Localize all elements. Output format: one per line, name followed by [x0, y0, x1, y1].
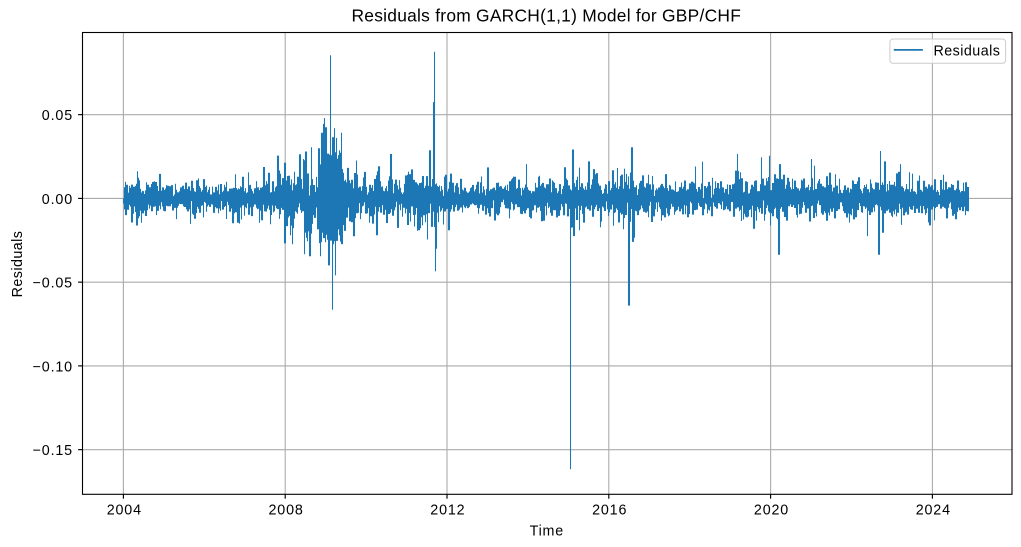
svg-text:Time: Time — [530, 523, 564, 539]
svg-text:2016: 2016 — [592, 503, 627, 519]
svg-text:2024: 2024 — [916, 503, 951, 519]
svg-text:2020: 2020 — [754, 503, 789, 519]
svg-text:2008: 2008 — [268, 503, 303, 519]
svg-text:−0.15: −0.15 — [33, 443, 73, 459]
svg-text:0.05: 0.05 — [42, 108, 73, 124]
svg-text:0.00: 0.00 — [42, 192, 73, 208]
svg-text:Residuals: Residuals — [934, 43, 1001, 59]
svg-text:−0.05: −0.05 — [33, 276, 73, 292]
svg-text:−0.10: −0.10 — [33, 359, 73, 375]
svg-text:Residuals from GARCH(1,1) Mode: Residuals from GARCH(1,1) Model for GBP/… — [352, 6, 742, 26]
svg-text:2012: 2012 — [430, 503, 465, 519]
svg-text:Residuals: Residuals — [10, 231, 26, 298]
svg-text:2004: 2004 — [107, 503, 142, 519]
